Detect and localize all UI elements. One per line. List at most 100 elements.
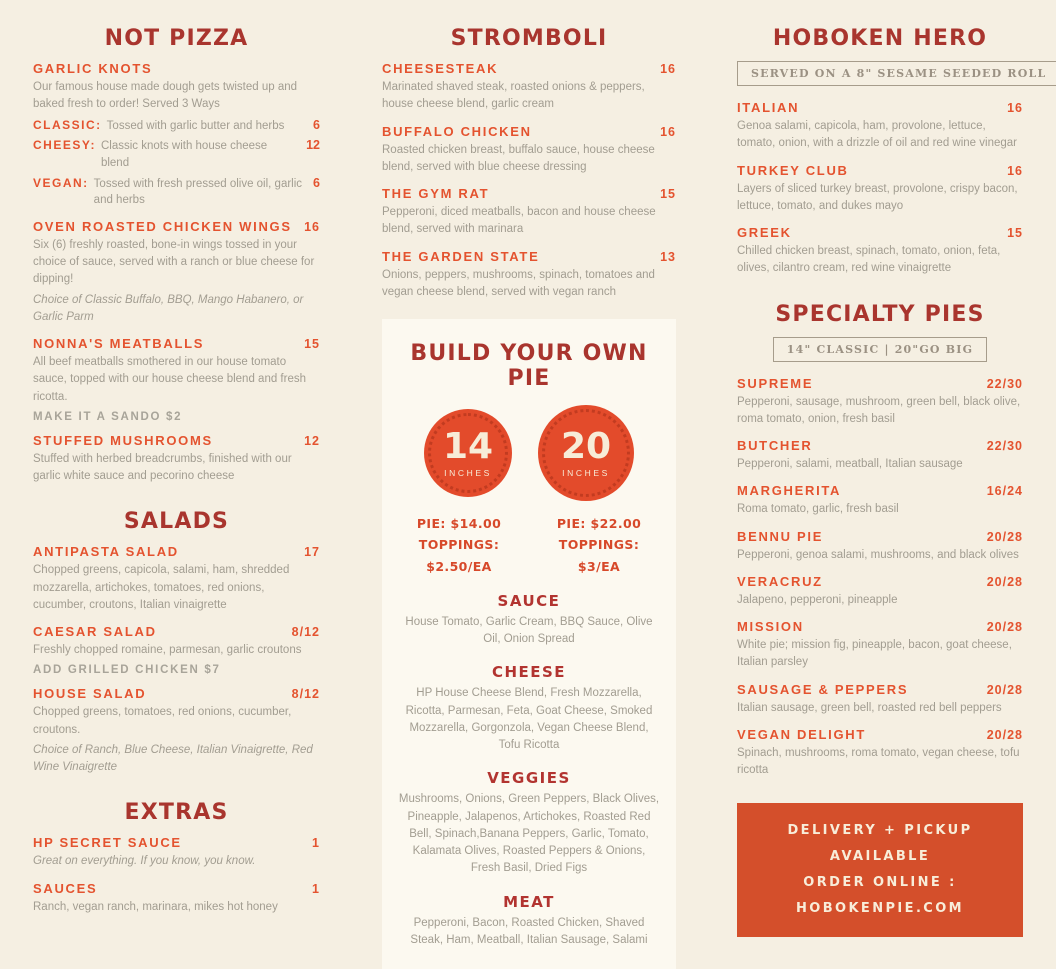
- item-note: ADD GRILLED CHICKEN $7: [33, 664, 221, 677]
- item-description: Six (6) freshly roasted, bone-in wings t…: [33, 238, 315, 286]
- item-description: Pepperoni, sausage, mushroom, green bell…: [737, 395, 1021, 425]
- section-build-your-own-pie: BUILD YOUR OWN PIE 14 INCHES 20 INCHES P…: [382, 319, 676, 969]
- menu-item-antipasta-salad: ANTIPASTA SALAD 17 Chopped greens, capic…: [33, 544, 320, 614]
- topping-group-meat: MEAT Pepperoni, Bacon, Roasted Chicken, …: [398, 893, 660, 950]
- toppings-price: TOPPINGS: $3/EA: [558, 537, 640, 574]
- section-title: SALADS: [123, 509, 230, 535]
- badge-size-unit: INCHES: [444, 467, 492, 478]
- item-price: 15: [304, 337, 320, 352]
- item-name: THE GARDEN STATE: [382, 248, 540, 264]
- column-middle: STROMBOLI CHEESESTEAK 16 Marinated shave…: [382, 26, 676, 969]
- menu-item-gym-rat: THE GYM RAT 15 Pepperoni, diced meatball…: [382, 186, 676, 239]
- variant-price: 6: [313, 117, 320, 132]
- item-name: ITALIAN: [737, 100, 800, 115]
- item-price: 16/24: [986, 484, 1023, 499]
- section-salads: SALADS ANTIPASTA SALAD 17 Chopped greens…: [33, 509, 320, 776]
- item-price: 1: [312, 836, 320, 851]
- item-name: GARLIC KNOTS: [33, 61, 153, 76]
- item-description-italic: Choice of Classic Buffalo, BBQ, Mango Ha…: [33, 293, 304, 323]
- item-name: HP SECRET SAUCE: [33, 835, 182, 851]
- item-description: White pie; mission fig, pineapple, bacon…: [737, 639, 1012, 669]
- item-description-italic: Great on everything. If you know, you kn…: [33, 855, 256, 868]
- menu-item-meatballs: NONNA'S MEATBALLS 15 All beef meatballs …: [33, 336, 320, 423]
- item-description: All beef meatballs smothered in our hous…: [33, 356, 306, 403]
- section-not-pizza: NOT PIZZA GARLIC KNOTS Our famous house …: [33, 26, 320, 485]
- banner-line-delivery: DELIVERY + PICKUP AVAILABLE: [787, 823, 973, 865]
- variant-text: Classic knots with house cheese blend: [100, 140, 268, 169]
- item-description: Pepperoni, diced meatballs, bacon and ho…: [382, 206, 656, 236]
- item-description: Spinach, mushrooms, roma tomato, vegan c…: [737, 746, 1020, 776]
- variant-label: CLASSIC:: [33, 117, 102, 132]
- toppings-price: TOPPINGS: $2.50/EA: [418, 537, 500, 574]
- topping-group-sauce: SAUCE House Tomato, Garlic Cream, BBQ Sa…: [398, 592, 660, 649]
- badge-size-number: 14: [442, 425, 494, 467]
- group-options: HP House Cheese Blend, Fresh Mozzarella,…: [405, 687, 653, 751]
- item-description: Pepperoni, genoa salami, mushrooms, and …: [737, 548, 1019, 561]
- pie-price: PIE: $14.00: [416, 516, 502, 531]
- menu-item-buffalo-chicken: BUFFALO CHICKEN 16 Roasted chicken breas…: [382, 124, 676, 177]
- item-name: BENNU PIE: [737, 528, 824, 544]
- item-price: 15: [1007, 226, 1023, 240]
- menu-item-stuffed-mushrooms: STUFFED MUSHROOMS 12 Stuffed with herbed…: [33, 433, 320, 486]
- size-20-pricing: PIE: $22.00 TOPPINGS: $3/EA: [538, 513, 660, 577]
- menu-item-bennu-pie: BENNU PIE 20/28 Pepperoni, genoa salami,…: [737, 529, 1023, 564]
- menu-item-chicken-wings: OVEN ROASTED CHICKEN WINGS 16 Six (6) fr…: [33, 219, 320, 326]
- item-description: Our famous house made dough gets twisted…: [33, 81, 298, 111]
- badge-size-unit: INCHES: [562, 467, 610, 478]
- item-name: TURKEY CLUB: [737, 162, 849, 178]
- item-price: 12: [304, 433, 320, 448]
- item-name: HOUSE SALAD: [33, 686, 147, 702]
- item-description: Chopped greens, tomatoes, red onions, cu…: [33, 706, 292, 736]
- variant-row: CLASSIC: Tossed with garlic butter and h…: [33, 118, 320, 135]
- section-title: BUILD YOUR OWN PIE: [410, 341, 648, 391]
- item-price: 20/28: [986, 727, 1023, 742]
- item-name: CAESAR SALAD: [33, 624, 157, 640]
- item-name: SAUSAGE & PEPPERS: [737, 681, 909, 697]
- section-title: HOBOKEN HERO: [772, 26, 988, 51]
- variant-price: 12: [306, 138, 320, 153]
- column-left: NOT PIZZA GARLIC KNOTS Our famous house …: [33, 26, 320, 969]
- pizza-size-badge-20-icon: 20 INCHES: [538, 405, 634, 501]
- item-name: GREEK: [737, 225, 792, 240]
- item-price: 20/28: [986, 620, 1023, 634]
- menu-item-italian: ITALIAN 16 Genoa salami, capicola, ham, …: [737, 100, 1023, 153]
- item-description: Onions, peppers, mushrooms, spinach, tom…: [382, 268, 655, 298]
- group-options: Mushrooms, Onions, Green Peppers, Black …: [398, 793, 660, 875]
- item-name: VERACRUZ: [737, 573, 823, 589]
- variant-text: Tossed with garlic butter and herbs: [106, 119, 285, 132]
- item-price: 13: [660, 249, 676, 264]
- pie-price: PIE: $22.00: [556, 516, 642, 531]
- menu-item-house-salad: HOUSE SALAD 8/12 Chopped greens, tomatoe…: [33, 686, 320, 776]
- item-description: Chopped greens, capicola, salami, ham, s…: [33, 564, 290, 611]
- item-price: 20/28: [986, 529, 1023, 544]
- item-price: 8/12: [291, 625, 320, 640]
- menu-item-sausage-peppers: SAUSAGE & PEPPERS 20/28 Italian sausage,…: [737, 682, 1023, 717]
- badge-size-number: 20: [560, 425, 612, 467]
- order-online-banner: DELIVERY + PICKUP AVAILABLE ORDER ONLINE…: [737, 803, 1023, 938]
- item-price: 16: [660, 62, 676, 76]
- item-description: Jalapeno, pepperoni, pineapple: [737, 593, 898, 606]
- item-price: 20/28: [986, 682, 1023, 697]
- item-name: VEGAN DELIGHT: [737, 726, 866, 742]
- item-name: MISSION: [737, 619, 804, 634]
- menu-item-cheesesteak: CHEESESTEAK 16 Marinated shaved steak, r…: [382, 61, 676, 114]
- item-price: 1: [312, 881, 320, 896]
- section-title: NOT PIZZA: [104, 26, 249, 51]
- item-description: Marinated shaved steak, roasted onions &…: [382, 81, 645, 111]
- item-description: Ranch, vegan ranch, marinara, mikes hot …: [33, 900, 278, 913]
- group-title: VEGGIES: [487, 769, 571, 788]
- item-description-italic: Choice of Ranch, Blue Cheese, Italian Vi…: [33, 743, 313, 774]
- variant-label: CHEESY:: [33, 138, 96, 153]
- menu-item-margherita: MARGHERITA 16/24 Roma tomato, garlic, fr…: [737, 483, 1023, 518]
- variant-label: VEGAN:: [33, 175, 89, 190]
- menu-item-greek: GREEK 15 Chilled chicken breast, spinach…: [737, 225, 1023, 278]
- size-14-pricing: PIE: $14.00 TOPPINGS: $2.50/EA: [398, 513, 520, 577]
- item-name: THE GYM RAT: [382, 186, 490, 201]
- item-description: Roasted chicken breast, buffalo sauce, h…: [382, 143, 655, 173]
- item-name: STUFFED MUSHROOMS: [33, 432, 213, 448]
- item-description: Freshly chopped romaine, parmesan, garli…: [33, 644, 302, 657]
- section-subtitle-box: 14" CLASSIC | 20"GO BIG: [772, 336, 988, 362]
- item-price: 16: [304, 219, 320, 234]
- item-description: Stuffed with herbed breadcrumbs, finishe…: [33, 452, 292, 483]
